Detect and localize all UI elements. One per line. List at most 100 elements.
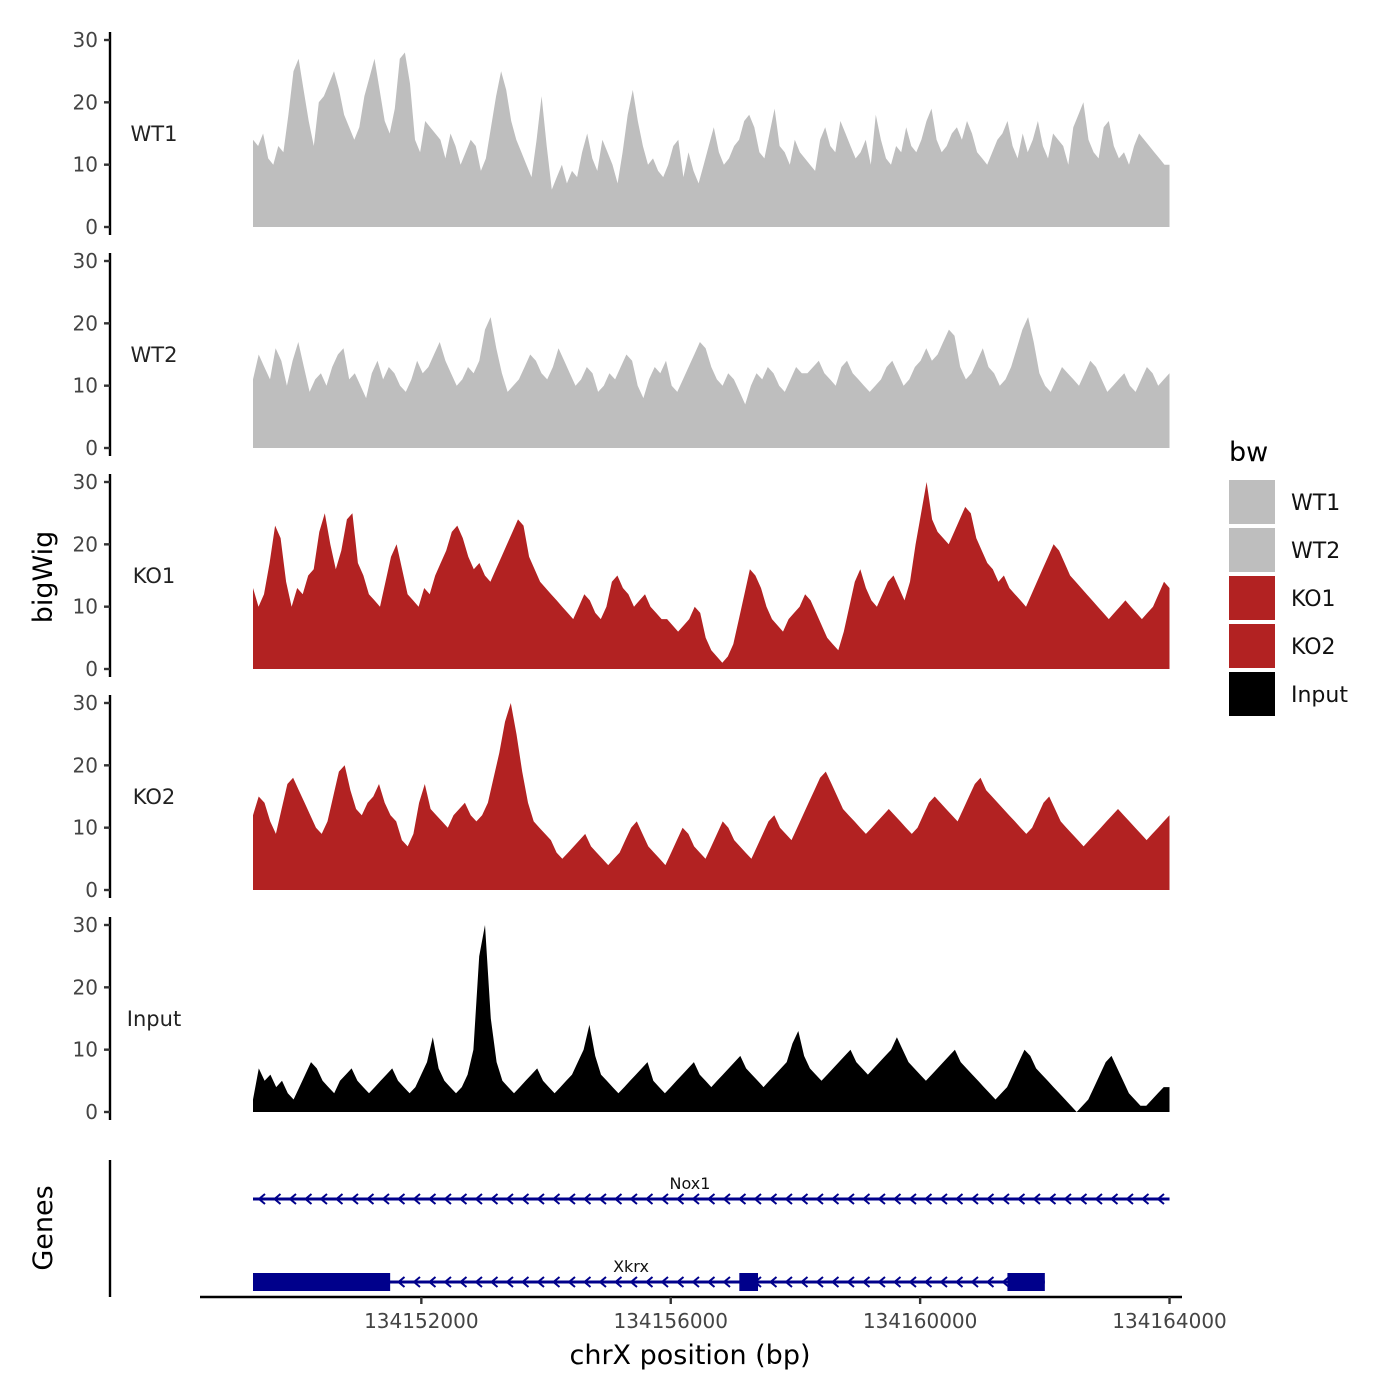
y-tick-label: 0 xyxy=(85,215,98,239)
strand-arrow xyxy=(551,1193,561,1205)
strand-arrow xyxy=(412,1193,421,1205)
strand-arrow xyxy=(381,1193,390,1205)
strand-arrow xyxy=(985,1193,995,1205)
strand-arrow xyxy=(505,1193,514,1205)
strand-arrow xyxy=(272,1193,282,1205)
strand-arrow xyxy=(753,1193,762,1205)
strand-arrow xyxy=(319,1193,328,1205)
y-tick-label: 10 xyxy=(73,816,98,840)
strand-arrow xyxy=(350,1193,359,1205)
strand-arrow xyxy=(613,1193,623,1205)
strand-arrow xyxy=(675,1193,685,1205)
y-tick-label: 20 xyxy=(73,90,98,114)
exon xyxy=(1007,1273,1045,1291)
strand-arrow xyxy=(877,1193,886,1205)
track-label-wt2: WT2 xyxy=(131,343,178,367)
x-tick-label: 134156000 xyxy=(613,1309,728,1333)
strand-arrow xyxy=(784,1276,793,1288)
track-label-input: Input xyxy=(127,1007,181,1031)
strand-arrow xyxy=(412,1276,421,1288)
strand-arrow xyxy=(706,1276,716,1288)
strand-arrow xyxy=(722,1193,731,1205)
strand-arrow xyxy=(303,1193,313,1205)
strand-arrow xyxy=(288,1193,297,1205)
strand-arrow xyxy=(985,1276,995,1288)
legend-label-input: Input xyxy=(1291,683,1348,708)
x-tick-label: 134160000 xyxy=(863,1309,978,1333)
strand-arrow xyxy=(660,1276,669,1288)
y-tick-label: 20 xyxy=(73,532,98,556)
y-tick-label: 30 xyxy=(73,691,98,715)
strand-arrow xyxy=(861,1276,871,1288)
strand-arrow xyxy=(939,1193,948,1205)
x-axis: 134152000 134156000 134160000 134164000 xyxy=(200,1295,1227,1333)
strand-arrow xyxy=(629,1276,638,1288)
y-tick-label: 20 xyxy=(73,753,98,777)
strand-arrow xyxy=(489,1193,499,1205)
strand-arrow xyxy=(458,1193,468,1205)
coverage-area-input xyxy=(253,925,1170,1112)
strand-arrow xyxy=(1047,1193,1057,1205)
strand-arrow xyxy=(598,1193,607,1205)
strand-arrow xyxy=(365,1193,375,1205)
track-wt1: 0 10 20 30 WT1 xyxy=(73,28,1170,239)
strand-arrow xyxy=(830,1276,840,1288)
coverage-area-wt1 xyxy=(253,52,1170,227)
strand-arrow xyxy=(257,1193,266,1205)
legend-label-wt1: WT1 xyxy=(1291,491,1340,516)
x-axis-title: chrX position (bp) xyxy=(569,1340,810,1371)
strand-arrow xyxy=(1140,1193,1150,1205)
strand-arrow xyxy=(675,1276,685,1288)
strand-arrow xyxy=(334,1193,344,1205)
strand-arrow xyxy=(644,1276,654,1288)
strand-arrow xyxy=(722,1276,731,1288)
gene-nox1: Nox1 xyxy=(252,1174,1170,1205)
strand-arrow xyxy=(427,1276,437,1288)
strand-arrow xyxy=(1001,1193,1010,1205)
strand-arrow xyxy=(923,1193,933,1205)
exon xyxy=(252,1273,391,1291)
strand-arrow xyxy=(443,1276,452,1288)
coverage-area-ko1 xyxy=(253,482,1170,669)
strand-arrow xyxy=(908,1193,917,1205)
coverage-tracks: 0 10 20 30 WT1 0 10 20 30 WT2 0 10 20 30 KO1 0 10 20 30 KO2… xyxy=(73,28,1170,1124)
legend-swatch-ko2 xyxy=(1229,624,1275,668)
track-ko1: 0 10 20 30 KO1 xyxy=(73,470,1170,681)
strand-arrow xyxy=(536,1276,545,1288)
y-tick-label: 0 xyxy=(85,878,98,902)
y-tick-label: 20 xyxy=(73,975,98,999)
y-tick-label: 30 xyxy=(73,470,98,494)
y-tick-label: 0 xyxy=(85,1100,98,1124)
strand-arrow xyxy=(1094,1193,1103,1205)
legend-label-ko1: KO1 xyxy=(1291,587,1336,612)
legend-title: bw xyxy=(1229,437,1268,468)
strand-arrow xyxy=(939,1276,948,1288)
strand-arrow xyxy=(443,1193,452,1205)
track-label-ko1: KO1 xyxy=(133,564,176,588)
legend-swatch-wt2 xyxy=(1229,528,1275,572)
legend-swatch-wt1 xyxy=(1229,480,1275,524)
track-input: 0 10 20 30 Input xyxy=(73,913,1170,1124)
strand-arrow xyxy=(536,1193,545,1205)
strand-arrow xyxy=(474,1276,483,1288)
strand-arrow xyxy=(567,1276,576,1288)
strand-arrow xyxy=(582,1193,592,1205)
strand-arrow xyxy=(691,1276,700,1288)
strand-arrow xyxy=(551,1276,561,1288)
y-tick-label: 30 xyxy=(73,913,98,937)
strand-arrow xyxy=(784,1193,793,1205)
gene-label: Xkrx xyxy=(613,1257,649,1276)
x-tick-label: 134152000 xyxy=(364,1309,479,1333)
strand-arrow xyxy=(1063,1193,1072,1205)
strand-arrow xyxy=(660,1193,669,1205)
strand-arrow xyxy=(520,1276,530,1288)
legend-swatch-input xyxy=(1229,672,1275,716)
gene-xkrx: Xkrx xyxy=(252,1257,1045,1291)
strand-arrow xyxy=(1032,1193,1041,1205)
strand-arrow xyxy=(567,1193,576,1205)
coverage-area-wt2 xyxy=(253,317,1170,448)
track-wt2: 0 10 20 30 WT2 xyxy=(73,249,1170,460)
y-tick-label: 0 xyxy=(85,657,98,681)
legend-label-wt2: WT2 xyxy=(1291,539,1340,564)
